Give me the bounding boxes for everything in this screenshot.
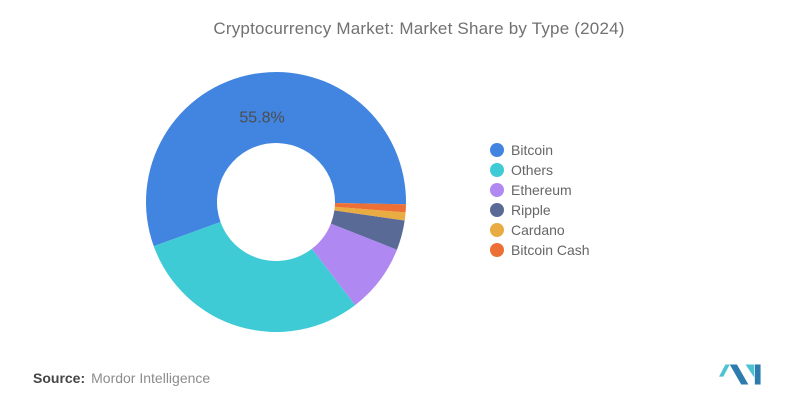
legend-item-others[interactable]: Others	[490, 160, 590, 180]
slice-bitcoin[interactable]	[145, 71, 406, 247]
slice-cardano[interactable]	[334, 206, 406, 221]
legend-swatch-ethereum	[490, 183, 504, 197]
source-label: Source:	[33, 370, 86, 386]
logo-shape-blue-bar	[754, 364, 761, 385]
legend-label: Bitcoin Cash	[511, 242, 590, 258]
legend-swatch-cardano	[490, 223, 504, 237]
legend-label: Bitcoin	[511, 142, 554, 158]
legend-swatch-bitcoin-cash	[490, 243, 504, 257]
chart-title: Cryptocurrency Market: Market Share by T…	[213, 19, 625, 38]
slice-ethereum[interactable]	[311, 223, 397, 306]
logo-shape-teal-left	[719, 364, 730, 377]
legend-label: Cardano	[511, 222, 565, 238]
donut-chart: 55.8%	[145, 71, 406, 332]
legend-item-ethereum[interactable]: Ethereum	[490, 180, 590, 200]
logo-shape-teal-triangle	[745, 364, 755, 378]
legend-item-cardano[interactable]: Cardano	[490, 220, 590, 240]
legend-label: Ripple	[511, 202, 551, 218]
slice-ripple[interactable]	[330, 210, 405, 250]
legend-label: Ethereum	[511, 182, 572, 198]
source-value: Mordor Intelligence	[91, 370, 211, 386]
source-line: Source: Mordor Intelligence	[33, 370, 210, 386]
legend-swatch-ripple	[490, 203, 504, 217]
slice-value-label: 55.8%	[239, 110, 284, 127]
legend-item-ripple[interactable]: Ripple	[490, 200, 590, 220]
logo-shape-blue-diagonal	[729, 364, 749, 385]
slice-bitcoin-cash[interactable]	[334, 203, 406, 213]
legend-swatch-others	[490, 163, 504, 177]
mordor-intelligence-logo	[719, 364, 761, 385]
slice-others[interactable]	[153, 222, 356, 332]
legend-item-bitcoin-cash[interactable]: Bitcoin Cash	[490, 240, 590, 260]
legend: Bitcoin Others Ethereum Ripple Cardano Bitcoi…	[490, 140, 590, 260]
legend-label: Others	[511, 162, 554, 178]
legend-swatch-bitcoin	[490, 143, 504, 157]
legend-item-bitcoin[interactable]: Bitcoin	[490, 140, 590, 160]
